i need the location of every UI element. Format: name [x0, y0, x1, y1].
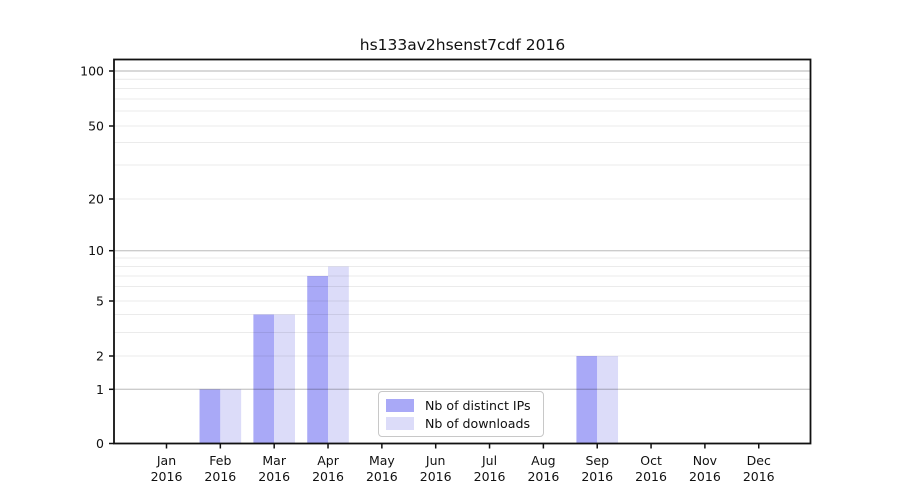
x-tick-label-month-oct-2016: Oct	[640, 453, 662, 468]
bar-nb-of-distinct-ips-mar-2016[interactable]	[253, 314, 275, 444]
bar-nb-of-distinct-ips-feb-2016[interactable]	[199, 389, 221, 444]
y-tick-label-1: 1	[96, 382, 104, 397]
y-tick-label-0: 0	[96, 436, 104, 451]
x-tick-label-month-jun-2016: Jun	[425, 453, 446, 468]
bar-nb-of-distinct-ips-sep-2016[interactable]	[576, 356, 598, 444]
x-tick-label-year-aug-2016: 2016	[527, 469, 559, 484]
x-tick-label-month-jan-2016: Jan	[156, 453, 176, 468]
x-tick-label-month-jul-2016: Jul	[481, 453, 497, 468]
bar-nb-of-downloads-feb-2016[interactable]	[220, 389, 242, 444]
legend-swatch-distinct-ips	[386, 399, 414, 412]
x-tick-label-year-may-2016: 2016	[366, 469, 398, 484]
x-tick-label-year-dec-2016: 2016	[743, 469, 775, 484]
bar-nb-of-distinct-ips-apr-2016[interactable]	[307, 276, 329, 444]
legend: Nb of distinct IPs Nb of downloads	[378, 391, 544, 437]
chart-title: hs133av2hsenst7cdf 2016	[359, 36, 566, 54]
x-tick-label-month-mar-2016: Mar	[262, 453, 286, 468]
x-tick-label-month-dec-2016: Dec	[747, 453, 771, 468]
x-tick-label-year-apr-2016: 2016	[312, 469, 344, 484]
y-tick-label-5: 5	[96, 294, 104, 309]
x-tick-label-year-jul-2016: 2016	[474, 469, 506, 484]
legend-label-downloads: Nb of downloads	[425, 416, 531, 431]
x-tick-label-year-feb-2016: 2016	[204, 469, 236, 484]
bar-nb-of-downloads-sep-2016[interactable]	[597, 356, 619, 444]
legend-item-distinct-ips: Nb of distinct IPs	[386, 397, 536, 414]
bar-nb-of-downloads-mar-2016[interactable]	[274, 314, 295, 444]
y-tick-label-2: 2	[96, 349, 104, 364]
y-tick-label-50: 50	[88, 119, 104, 134]
x-tick-label-month-sep-2016: Sep	[585, 453, 609, 468]
y-tick-label-100: 100	[80, 64, 104, 79]
legend-label-distinct-ips: Nb of distinct IPs	[425, 398, 531, 413]
x-tick-label-year-sep-2016: 2016	[581, 469, 613, 484]
legend-item-downloads: Nb of downloads	[386, 415, 536, 432]
bar-nb-of-downloads-apr-2016[interactable]	[328, 266, 349, 444]
x-tick-label-year-jan-2016: 2016	[151, 469, 183, 484]
x-tick-label-month-may-2016: May	[369, 453, 395, 468]
plot-spines	[113, 58, 812, 445]
x-tick-label-month-nov-2016: Nov	[693, 453, 718, 468]
x-tick-label-year-jun-2016: 2016	[420, 469, 452, 484]
x-tick-label-year-nov-2016: 2016	[689, 469, 721, 484]
x-tick-label-year-oct-2016: 2016	[635, 469, 667, 484]
y-tick-label-20: 20	[88, 192, 104, 207]
x-tick-label-month-feb-2016: Feb	[209, 453, 231, 468]
y-tick-label-10: 10	[88, 243, 104, 258]
x-tick-label-month-apr-2016: Apr	[317, 453, 339, 468]
x-tick-label-month-aug-2016: Aug	[531, 453, 555, 468]
legend-swatch-downloads	[386, 417, 414, 430]
x-tick-label-year-mar-2016: 2016	[258, 469, 290, 484]
